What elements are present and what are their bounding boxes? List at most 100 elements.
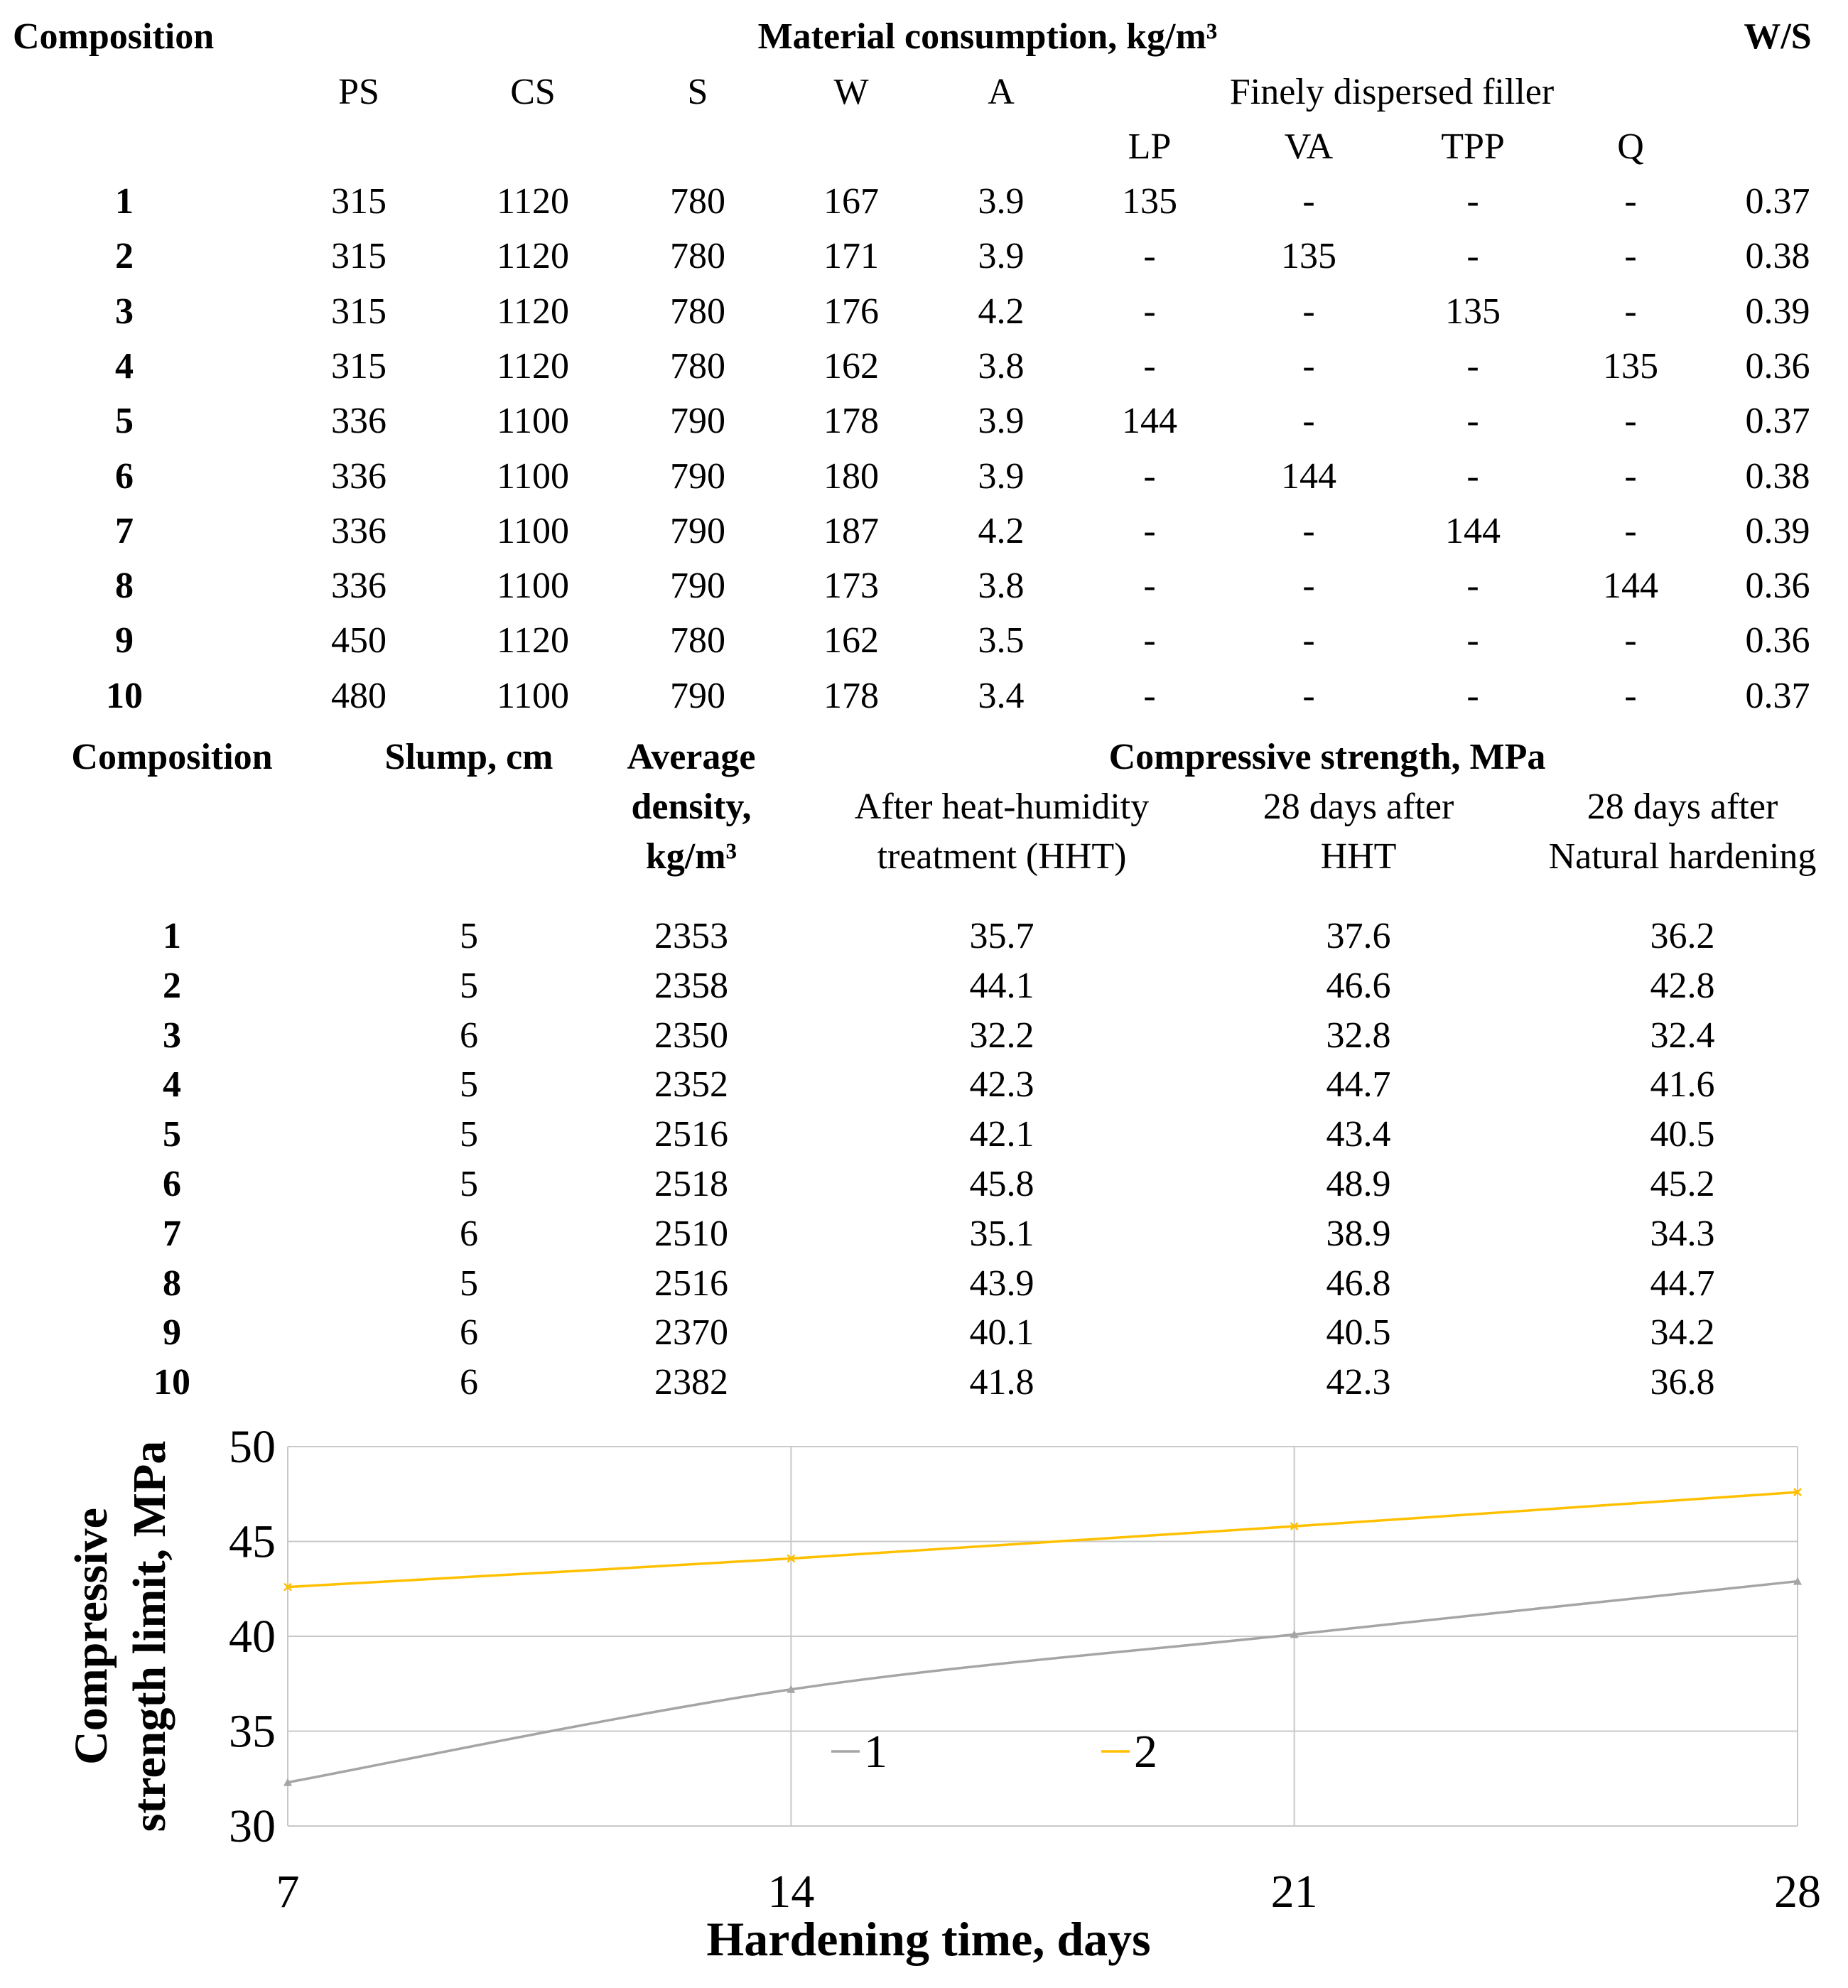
table1-cell: - [1466,181,1479,222]
y-axis-title-line: strength limit, MPa [124,1441,175,1832]
table1-cell: 1120 [496,181,570,222]
series-1-point [283,1778,292,1786]
table1-cell: - [1466,345,1479,387]
table1-cell: 1120 [496,345,570,387]
table1-cell: 1100 [496,675,570,716]
table2-cell: 5 [460,965,478,1006]
y-tick-label: 40 [229,1611,276,1663]
table1-cell: 0.36 [1745,620,1810,661]
table1-cell: 790 [670,455,725,497]
table1-header-composition: Composition [13,16,215,57]
table1-cell: - [1624,401,1637,442]
table2-row-label: 1 [163,916,181,956]
table1-cell: 173 [823,566,879,607]
x-tick-label: 7 [276,1866,300,1918]
table1-cell: 4.2 [978,291,1025,332]
table1-cell: 178 [823,675,879,716]
y-tick-label: 50 [229,1421,276,1473]
table1-cell: - [1624,620,1637,661]
x-tick-label: 14 [767,1866,814,1918]
table1-cell: 780 [670,345,725,387]
table2-header-density: Average density, kg/m³ [627,737,756,877]
legend-label: 2 [1134,1726,1157,1778]
table1-filler-va: VA [1284,126,1334,167]
table1-cell: 1100 [496,455,570,497]
table2-cell: 2518 [654,1164,728,1204]
table2-cell: 6 [460,1312,478,1354]
table2-sub-hht: After heat-humidity treatment (HHT) [854,787,1150,877]
table2-row-label: 2 [163,965,181,1006]
table1-cell: 315 [331,181,387,222]
table1-cell: 135 [1281,236,1336,277]
table1-cell: - [1624,675,1637,716]
table1-cell: - [1143,236,1156,277]
table2-row-label: 8 [163,1263,181,1304]
table2-cell: 42.3 [969,1064,1034,1106]
table2-cell: 5 [460,1164,478,1204]
table1-header-material: Material consumption, kg/m³ [757,16,1218,57]
table2-cell: 44.1 [969,965,1034,1006]
table2-cell: 46.6 [1326,965,1391,1006]
table2-sub-28hht: 28 days after HHT [1263,787,1454,877]
table1-cell: 315 [331,345,387,387]
table2-cell: 2352 [654,1064,728,1106]
table2-cell: 48.9 [1326,1164,1391,1204]
table2-cell: 32.8 [1326,1015,1391,1056]
table2-cell: 46.8 [1326,1263,1391,1304]
table1-cell: 3.9 [978,181,1025,222]
series-2-point [283,1582,292,1592]
series-2-point [1793,1488,1802,1496]
table1-cell: 480 [331,675,387,716]
table2-row-label: 9 [163,1312,181,1354]
table1-col-ps: PS [338,72,379,112]
table1-cell: 135 [1603,345,1658,387]
table1-cell: 144 [1122,401,1177,442]
table1-cell: 0.39 [1745,291,1810,332]
table1-cell: 135 [1445,291,1501,332]
table1-row-label: 7 [115,510,134,551]
y-tick-label: 30 [229,1800,276,1852]
y-axis-title-line: Compressive [65,1508,117,1765]
table2-cell: 37.6 [1326,916,1391,956]
table2-header-slump: Slump, cm [384,737,553,777]
table1-cell: 790 [670,401,725,442]
table1-row-label: 1 [115,181,134,222]
table1-cell: - [1143,510,1156,551]
table1-row-label: 8 [115,566,134,607]
table2-cell: 45.8 [969,1164,1034,1204]
table2-cell: 42.8 [1650,965,1715,1006]
table2-cell: 42.3 [1326,1362,1391,1403]
table1-cell: - [1302,291,1315,332]
table1-cell: 3.9 [978,236,1025,277]
table2-row-label: 5 [163,1114,181,1155]
x-tick-label: 21 [1271,1866,1318,1918]
table1-cell: 0.38 [1745,455,1810,497]
table1-cell: - [1302,510,1315,551]
table2-row-label: 3 [163,1015,181,1056]
table1-cell: 3.4 [978,675,1025,716]
table2-cell: 2358 [654,965,728,1006]
table2-cell: 38.9 [1326,1213,1391,1254]
table1-cell: 167 [823,181,879,222]
table1-cell: 180 [823,455,879,497]
table1-filler-lp: LP [1128,126,1172,167]
table1-cell: - [1143,675,1156,716]
table2-cell: 2350 [654,1015,728,1056]
table1-cell: 780 [670,291,725,332]
table1-cell: - [1466,675,1479,716]
table1-cell: - [1302,620,1315,661]
table1-cell: 790 [670,566,725,607]
table2-header-composition: Composition [71,737,273,777]
series-2-point [787,1554,796,1563]
table1-cell: 315 [331,236,387,277]
table1-cell: 162 [823,345,879,387]
table2-cell: 2516 [654,1114,728,1155]
table1-cell: - [1466,620,1479,661]
table2-cell: 6 [460,1015,478,1056]
table1-cell: 780 [670,620,725,661]
table1-cell: - [1466,566,1479,607]
table2-cell: 35.1 [969,1213,1034,1254]
table1-cell: 0.37 [1745,401,1810,442]
table2-cell: 43.4 [1326,1114,1391,1155]
